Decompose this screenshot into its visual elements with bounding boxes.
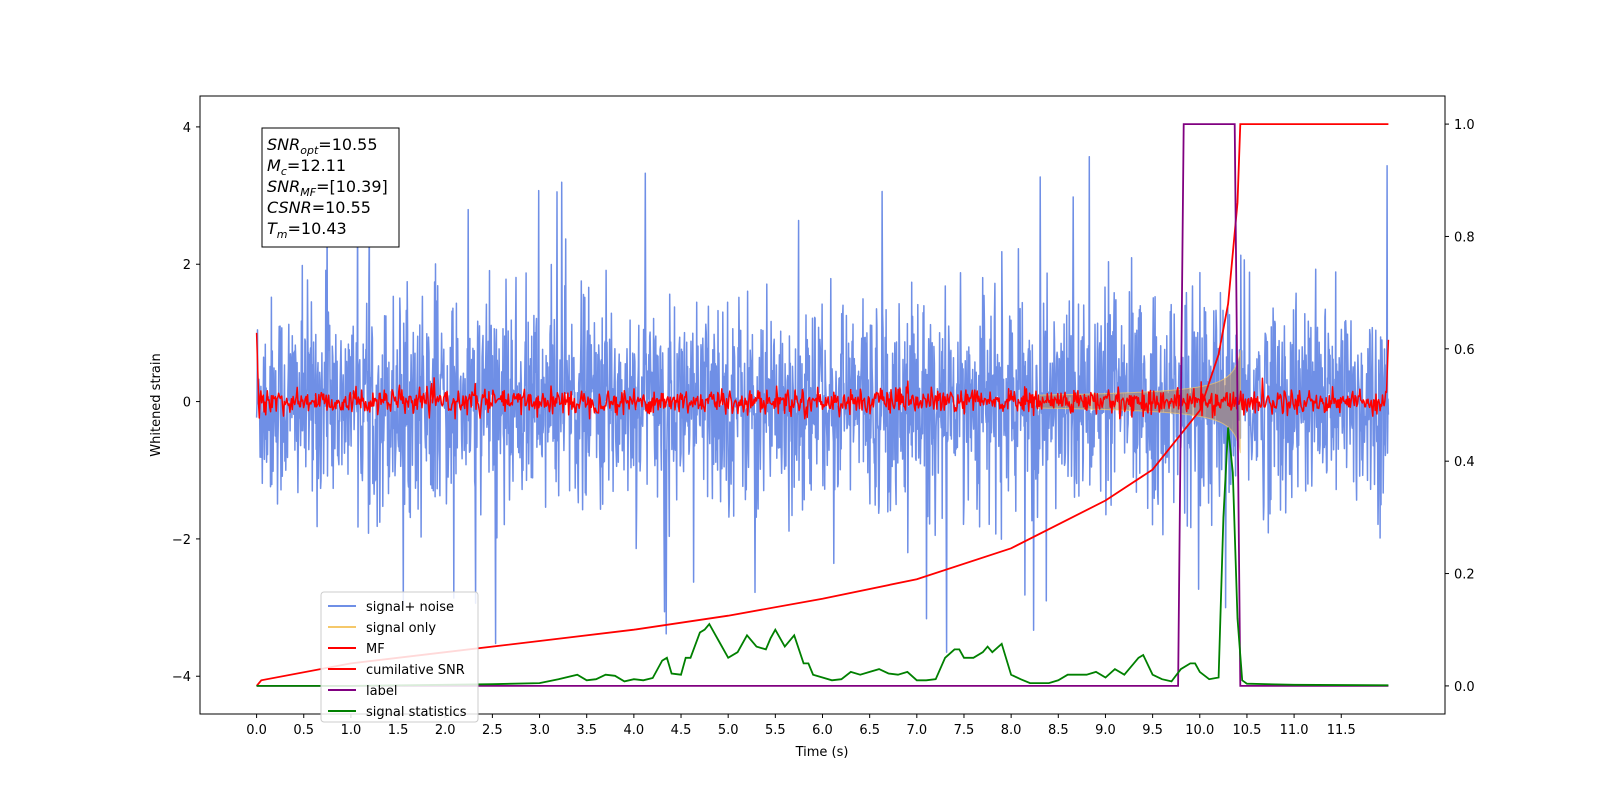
- legend-label: signal statistics: [366, 705, 467, 720]
- x-tick-label: 0.5: [293, 723, 314, 738]
- annotation-value: =10.43: [288, 219, 347, 238]
- x-tick-label: 1.5: [388, 723, 409, 738]
- x-tick-label: 10.0: [1185, 723, 1214, 738]
- y-axis-left: 4 2 0 −2 −4: [172, 121, 200, 685]
- x-tick-label: 7.0: [906, 723, 927, 738]
- x-tick-label: 8.0: [1001, 723, 1022, 738]
- series-layer: [255, 123, 1390, 687]
- legend-label: signal only: [366, 621, 436, 636]
- x-tick-label: 0.0: [246, 723, 267, 738]
- signal-statistics-line: [256, 427, 1389, 687]
- x-tick-label: 3.5: [576, 723, 597, 738]
- snr-annotation-box: SNRopt=10.55Mc=12.11SNRMF=[10.39]CSNR=10…: [261, 127, 400, 248]
- legend: signal+ noise signal only MF cumilative SNR…: [320, 591, 479, 723]
- signal-only-line: [1038, 350, 1241, 454]
- x-tick-label: 5.0: [718, 723, 739, 738]
- annotation-symbol: CSNR: [267, 198, 312, 217]
- annotation-value: =12.11: [287, 156, 346, 175]
- y2-tick-label: 1.0: [1454, 118, 1475, 133]
- annotation-value: =10.55: [312, 198, 371, 217]
- y2-tick-label: 0.8: [1454, 230, 1475, 245]
- label-line: [256, 123, 1389, 687]
- x-tick-label: 6.5: [859, 723, 880, 738]
- annotation-line: SNRopt=10.55: [267, 135, 378, 157]
- annotation-subscript: MF: [300, 186, 316, 199]
- x-axis: 0.0 0.5 1.0 1.5 2.0 2.5 3.0 3.5 4.0 4.5 5.0 5.5 6.0 6…: [246, 714, 1356, 738]
- annotation-symbol: SNR: [267, 135, 300, 154]
- annotation-subscript: c: [281, 165, 287, 178]
- annotation-line: CSNR=10.55: [267, 198, 371, 217]
- y-axis-label: Whitened strain: [149, 353, 164, 456]
- annotation-symbol: M: [267, 156, 281, 175]
- x-tick-label: 11.5: [1327, 723, 1356, 738]
- x-tick-label: 4.0: [624, 723, 645, 738]
- y2-tick-label: 0.6: [1454, 343, 1475, 358]
- x-tick-label: 4.5: [671, 723, 692, 738]
- annotation-subscript: m: [277, 228, 288, 241]
- x-tick-label: 9.0: [1095, 723, 1116, 738]
- annotation-subscript: opt: [300, 144, 319, 157]
- x-tick-label: 1.0: [341, 723, 362, 738]
- x-tick-label: 6.0: [812, 723, 833, 738]
- y-axis-right: 1.0 0.8 0.6 0.4 0.2 0.0: [1445, 118, 1475, 695]
- legend-label: cumilative SNR: [366, 663, 465, 678]
- y2-tick-label: 0.0: [1454, 680, 1475, 695]
- x-tick-label: 2.5: [482, 723, 503, 738]
- y-tick-label: −4: [172, 670, 191, 685]
- annotation-symbol: T: [267, 219, 278, 238]
- y2-tick-label: 0.4: [1454, 455, 1475, 470]
- x-tick-label: 5.5: [765, 723, 786, 738]
- annotation-frame: [261, 127, 400, 248]
- legend-label: MF: [366, 642, 385, 657]
- y2-tick-label: 0.2: [1454, 568, 1475, 583]
- annotation-value: =[10.39]: [316, 177, 388, 196]
- x-tick-label: 10.5: [1232, 723, 1261, 738]
- x-tick-label: 7.5: [954, 723, 975, 738]
- annotation-symbol: SNR: [267, 177, 300, 196]
- annotation-value: =10.55: [318, 135, 377, 154]
- annotation-line: Tm=10.43: [267, 219, 347, 241]
- y-tick-label: 2: [183, 258, 191, 273]
- mf-line: [255, 332, 1390, 420]
- legend-label: label: [366, 684, 397, 699]
- x-tick-label: 9.5: [1142, 723, 1163, 738]
- x-tick-label: 11.0: [1280, 723, 1309, 738]
- legend-label: signal+ noise: [366, 600, 454, 615]
- x-tick-label: 2.0: [435, 723, 456, 738]
- annotation-line: Mc=12.11: [267, 156, 346, 178]
- legend-frame: [320, 591, 479, 723]
- annotation-line: SNRMF=[10.39]: [267, 177, 388, 199]
- y-tick-label: 0: [183, 396, 191, 411]
- x-axis-label: Time (s): [795, 745, 849, 760]
- y-tick-label: 4: [183, 121, 191, 136]
- y-tick-label: −2: [172, 533, 191, 548]
- x-tick-label: 3.0: [529, 723, 550, 738]
- x-tick-label: 8.5: [1048, 723, 1069, 738]
